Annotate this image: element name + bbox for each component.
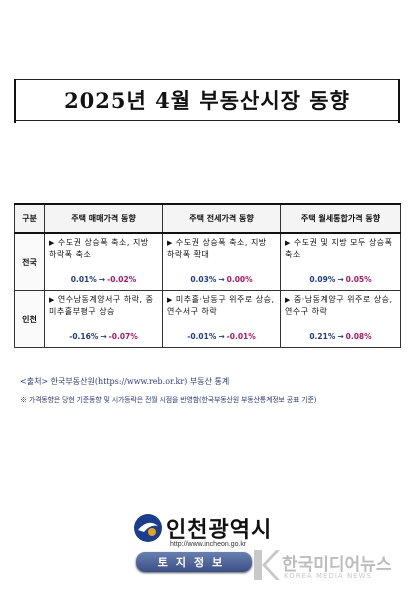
table-cell: ▶ 수도권 상승폭 축소, 지방 하락폭 축소 0.01% → -0.02% (44, 232, 163, 291)
rate-to: -0.01% (226, 332, 256, 341)
region-label: 전국 (14, 232, 45, 291)
cell-description: ▶ 연수남동계양서구 하락, 중미추홀부평구 상승 (49, 294, 159, 318)
right-arrow-icon: → (337, 332, 344, 341)
cell-text: 연수남동계양서구 하락, 중미추홀부평구 상승 (49, 295, 154, 316)
rate-to: -0.02% (107, 275, 137, 284)
incheon-emblem-icon (134, 514, 162, 542)
cell-text: 수도권 및 지방 모두 상승폭 축소 (285, 238, 393, 259)
land-info-banner: 토지정보 (136, 552, 252, 572)
table-cell: ▶ 연수남동계양서구 하락, 중미추홀부평구 상승 -0.16% → -0.07% (44, 290, 163, 348)
header-jeonse-price: 주택 전세가격 동향 (162, 203, 281, 234)
rate-from: 0.21% (309, 332, 336, 341)
header-monthly-rent: 주택 월세통합가격 동향 (280, 203, 401, 234)
right-arrow-icon: → (218, 275, 225, 284)
cell-description: ▶ 수도권 상승폭 축소, 지방 하락폭 축소 (49, 237, 159, 261)
cell-text: 수도권 상승폭 축소, 지방 하락폭 축소 (49, 238, 149, 259)
table-cell: ▶ 미추홀·남동구 위주로 상승, 연수서구 하락 -0.01% → -0.01% (162, 290, 281, 348)
title-box: 2025년 4월 부동산시장 동향 (14, 79, 400, 123)
cell-text: 미추홀·남동구 위주로 상승, 연수서구 하락 (167, 295, 275, 316)
incheon-logo: 인천광역시 http://www.incheon.go.kr (132, 512, 302, 582)
right-arrow-icon: → (100, 332, 107, 341)
page-title: 2025년 4월 부동산시장 동향 (64, 88, 350, 113)
cell-description: ▶ 수도권 상승폭 축소, 지방 하락폭 확대 (167, 237, 277, 261)
region-label: 인천 (14, 290, 45, 348)
rate-from: -0.16% (69, 332, 99, 341)
table-cell: ▶ 중·남동계양구 위주로 상승, 연수구 하락 0.21% → 0.08% (280, 290, 401, 348)
rate-change: 0.03% → 0.00% (163, 275, 280, 284)
rate-to: 0.05% (345, 275, 372, 284)
watermark-subtext: KOREA MEDIA NEWS (284, 572, 372, 580)
rate-from: -0.01% (187, 332, 217, 341)
triangle-bullet-icon: ▶ (167, 296, 173, 304)
triangle-bullet-icon: ▶ (167, 239, 173, 247)
table-row: 인천 ▶ 연수남동계양서구 하락, 중미추홀부평구 상승 -0.16% → -0.07… (14, 290, 401, 348)
rate-from: 0.09% (309, 275, 336, 284)
table-row: 전국 ▶ 수도권 상승폭 축소, 지방 하락폭 축소 0.01% → -0.02% ▶… (14, 232, 401, 291)
triangle-bullet-icon: ▶ (285, 239, 291, 247)
right-arrow-icon: → (337, 275, 344, 284)
cell-text: 수도권 상승폭 축소, 지방 하락폭 확대 (167, 238, 267, 259)
triangle-bullet-icon: ▶ (49, 296, 55, 304)
right-arrow-icon: → (218, 332, 225, 341)
cell-description: ▶ 중·남동계양구 위주로 상승, 연수구 하락 (285, 294, 397, 318)
triangle-bullet-icon: ▶ (285, 296, 291, 304)
rate-to: 0.00% (226, 275, 253, 284)
logo-url: http://www.incheon.go.kr (170, 541, 247, 548)
logo-name: 인천광역시 (166, 517, 273, 542)
rate-change: 0.09% → 0.05% (281, 275, 400, 284)
header-category: 구분 (14, 203, 45, 234)
market-trend-table: 구분 주택 매매가격 동향 주택 전세가격 동향 주택 월세통합가격 동향 전국… (14, 203, 401, 348)
rate-change: 0.01% → -0.02% (45, 275, 162, 284)
source-note: <출처> 한국부동산원(https://www.reb.or.kr) 부동산 통… (20, 377, 230, 386)
footnote: ※ 가격동향은 당현 기준동향 및 시가등락은 전월 시점을 반영함(한국부동산… (20, 396, 317, 404)
table-cell: ▶ 수도권 상승폭 축소, 지방 하락폭 확대 0.03% → 0.00% (162, 232, 281, 291)
rate-change: 0.21% → 0.08% (281, 332, 400, 341)
rate-from: 0.01% (70, 275, 97, 284)
table-header-row: 구분 주택 매매가격 동향 주택 전세가격 동향 주택 월세통합가격 동향 (14, 203, 401, 234)
rate-from: 0.03% (190, 275, 217, 284)
header-sale-price: 주택 매매가격 동향 (44, 203, 163, 234)
cell-description: ▶ 미추홀·남동구 위주로 상승, 연수서구 하락 (167, 294, 277, 318)
watermark-logo-icon (254, 550, 280, 580)
cell-description: ▶ 수도권 및 지방 모두 상승폭 축소 (285, 237, 397, 261)
triangle-bullet-icon: ▶ (49, 239, 55, 247)
rate-to: -0.07% (108, 332, 138, 341)
rate-change: -0.01% → -0.01% (163, 332, 280, 341)
rate-to: 0.08% (345, 332, 372, 341)
cell-text: 중·남동계양구 위주로 상승, 연수구 하락 (285, 295, 393, 316)
table-cell: ▶ 수도권 및 지방 모두 상승폭 축소 0.09% → 0.05% (280, 232, 401, 291)
watermark-text: 한국미디어뉴스 (282, 555, 392, 575)
media-watermark: 한국미디어뉴스 KOREA MEDIA NEWS (252, 548, 412, 588)
rate-change: -0.16% → -0.07% (45, 332, 162, 341)
right-arrow-icon: → (98, 275, 106, 284)
